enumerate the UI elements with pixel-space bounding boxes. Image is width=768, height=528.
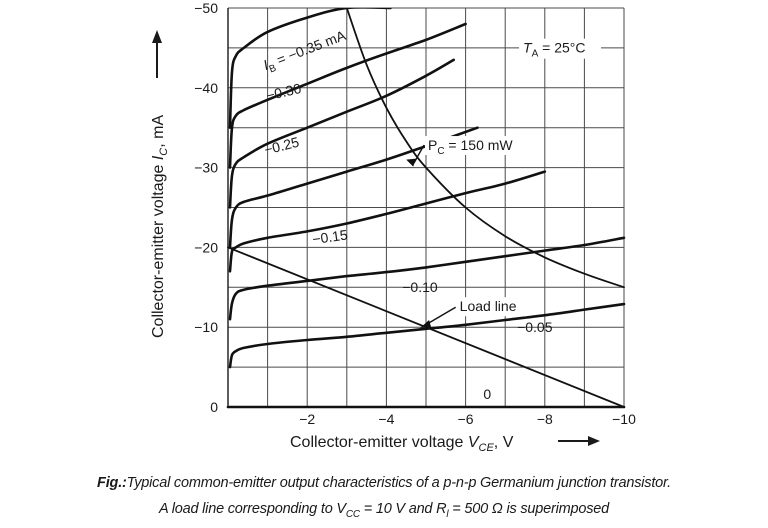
series-line-i-b-0-35-ma — [228, 8, 392, 129]
curve-label-0-30: −0.30 — [265, 80, 303, 104]
series-line-0-20 — [228, 126, 479, 249]
annotation-bg — [519, 38, 602, 59]
series-line-0-30 — [228, 22, 467, 169]
y-tick-label: −20 — [194, 239, 218, 255]
characteristics-chart: −2 −4 −6 −8 −10 0 −10 −20 −30 −40 −50 IB = −0.35 m… — [150, 0, 636, 454]
x-tick-label: −6 — [458, 411, 474, 427]
curve-label-0-10: −0.10 — [402, 279, 438, 295]
curve-label-0: 0 — [483, 386, 491, 402]
x-tick-label: −10 — [612, 411, 636, 427]
figure-caption: Fig.:Typical common-emitter output chara… — [0, 470, 768, 528]
caption-line-2: A load line corresponding to VCC = 10 V … — [158, 501, 610, 520]
x-tick-label: −8 — [537, 411, 553, 427]
series-line-0-10 — [228, 236, 626, 321]
series-line-p-c-150-mw — [345, 8, 625, 289]
caption-line-1: Fig.:Typical common-emitter output chara… — [0, 470, 768, 496]
curve-label-pc: PC = 150 mW — [428, 137, 513, 157]
y-tick-label: −50 — [194, 0, 218, 16]
curve-label-0-15: −0.15 — [311, 226, 349, 247]
temperature-annotation: TA = 25°C — [523, 40, 585, 60]
caption-fig-label: Fig.: — [97, 475, 127, 491]
y-tick-label: −30 — [194, 160, 218, 176]
loadline-label-bg — [456, 297, 527, 317]
curve-label-0-25: −0.25 — [262, 134, 300, 158]
series-line-0-15 — [228, 170, 547, 273]
pc-pointer — [413, 144, 425, 163]
loadline-pointer — [426, 306, 457, 325]
x-tick-label: −2 — [299, 411, 315, 427]
x-tick-label: −4 — [378, 411, 394, 427]
y-tick-label: −40 — [194, 80, 218, 96]
pc-label-bg — [424, 136, 537, 156]
y-tick-label: 0 — [210, 399, 218, 415]
grid — [227, 7, 625, 408]
series-line-0-25 — [228, 58, 455, 209]
curve-label-ib-0-35: IB = −0.35 mA — [261, 27, 350, 77]
curve-label-load-line: Load line — [460, 298, 517, 314]
y-direction-arrow — [152, 30, 162, 78]
curve-label-0-05: −0.05 — [517, 319, 553, 335]
y-tick-label: −10 — [194, 319, 218, 335]
loadline-pointer-head — [420, 319, 432, 328]
y-axis-title: Collector-emitter voltage IC, mA — [150, 115, 170, 338]
x-direction-arrow — [558, 436, 600, 446]
series-line-0-05 — [228, 302, 626, 369]
caption-text-1: Typical common-emitter output characteri… — [126, 475, 671, 491]
x-axis-title: Collector-emitter voltage VCE, V — [290, 434, 514, 454]
tick-labels: −2 −4 −6 −8 −10 0 −10 −20 −30 −40 −50 — [194, 0, 636, 427]
pc-pointer-head — [406, 158, 417, 167]
